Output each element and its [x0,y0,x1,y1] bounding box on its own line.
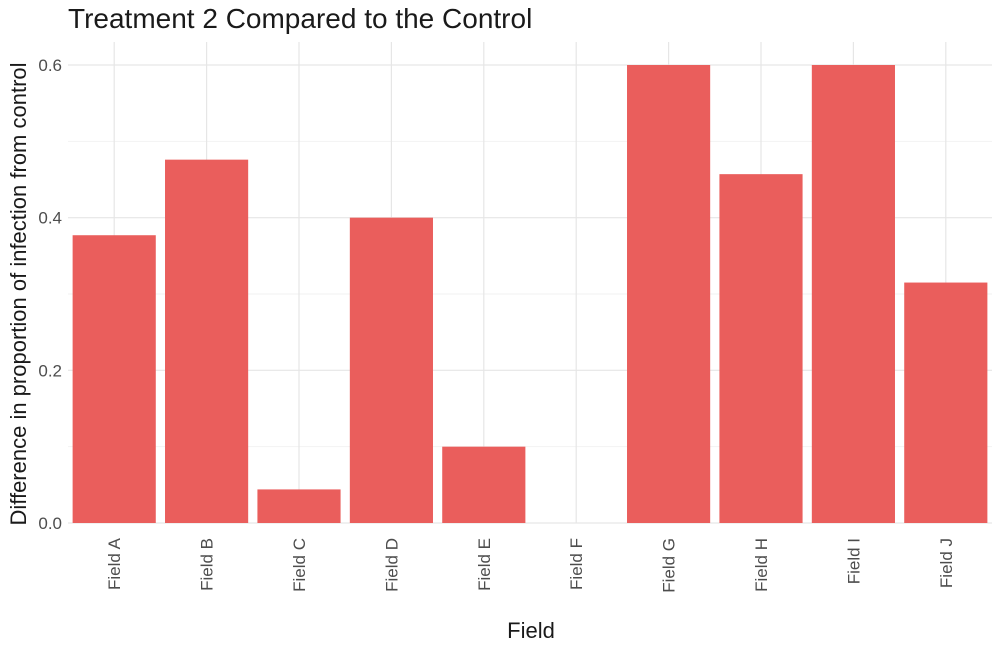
bar [627,65,711,523]
x-tick-label: Field H [752,538,771,592]
bars [72,65,988,524]
x-axis-ticks: Field A Field B Field C Field D Field E Field… [105,537,956,592]
bar [72,235,156,523]
x-tick-label: Field C [290,538,309,592]
bar [349,217,433,523]
x-tick-label: Field E [475,538,494,591]
x-tick-label: Field A [105,537,124,590]
y-tick-label: 0.0 [38,514,62,533]
chart-title: Treatment 2 Compared to the Control [68,3,532,34]
bar [442,446,526,523]
x-tick-label: Field D [382,538,401,592]
y-tick-label: 0.2 [38,361,62,380]
bar [904,282,988,523]
x-tick-label: Field I [844,538,863,584]
x-tick-label: Field J [937,538,956,588]
x-tick-label: Field G [660,538,679,593]
y-tick-label: 0.6 [38,56,62,75]
bar [257,489,341,523]
y-axis-title: Difference in proportion of infection fr… [6,62,31,525]
bar [719,174,803,523]
x-axis-title: Field [507,618,555,643]
y-tick-label: 0.4 [38,209,62,228]
bar [165,159,249,524]
bar [811,65,895,523]
x-tick-label: Field F [567,538,586,590]
y-axis-ticks: 0.0 0.2 0.4 0.6 [38,56,62,533]
x-tick-label: Field B [198,538,217,591]
